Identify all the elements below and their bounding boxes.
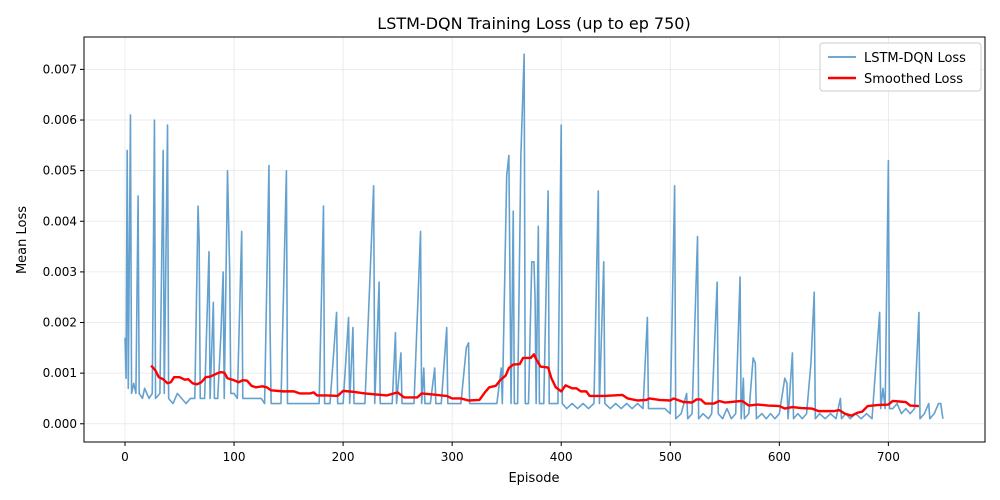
y-tick-label: 0.004 bbox=[43, 214, 77, 228]
x-axis-ticks: 0 100 200 300 400 500 600 700 bbox=[121, 442, 900, 464]
series-line-raw-loss bbox=[124, 53, 944, 420]
grid-lines bbox=[84, 37, 985, 442]
plot-area bbox=[124, 53, 944, 420]
legend-label-smoothed: Smoothed Loss bbox=[864, 72, 963, 87]
chart-title: LSTM-DQN Training Loss (up to ep 750) bbox=[377, 14, 690, 33]
x-tick-label: 700 bbox=[877, 450, 900, 464]
x-tick-label: 100 bbox=[223, 450, 246, 464]
legend-box bbox=[819, 42, 982, 92]
y-tick-label: 0.002 bbox=[43, 316, 77, 330]
y-tick-label: 0.001 bbox=[43, 366, 77, 380]
y-tick-label: 0.005 bbox=[43, 164, 77, 178]
series-line-smoothed-loss bbox=[150, 353, 919, 417]
x-tick-label: 600 bbox=[768, 450, 791, 464]
x-tick-label: 300 bbox=[441, 450, 464, 464]
plot-frame bbox=[83, 36, 986, 443]
x-tick-label: 400 bbox=[550, 450, 573, 464]
y-axis-label: Mean Loss bbox=[15, 206, 30, 274]
x-axis-label: Episode bbox=[508, 471, 559, 486]
x-tick-label: 500 bbox=[659, 450, 682, 464]
y-tick-label: 0.007 bbox=[43, 62, 77, 76]
x-tick-label: 0 bbox=[121, 450, 129, 464]
y-tick-label: 0.006 bbox=[43, 113, 77, 127]
y-axis-ticks: 0.000 0.001 0.002 0.003 0.004 0.005 0.006 0.007 bbox=[43, 62, 84, 431]
legend-label-raw: LSTM-DQN Loss bbox=[864, 51, 966, 66]
y-tick-label: 0.000 bbox=[43, 417, 77, 431]
y-tick-label: 0.003 bbox=[43, 265, 77, 279]
legend: LSTM-DQN Loss Smoothed Loss bbox=[819, 42, 982, 92]
x-tick-label: 200 bbox=[332, 450, 355, 464]
